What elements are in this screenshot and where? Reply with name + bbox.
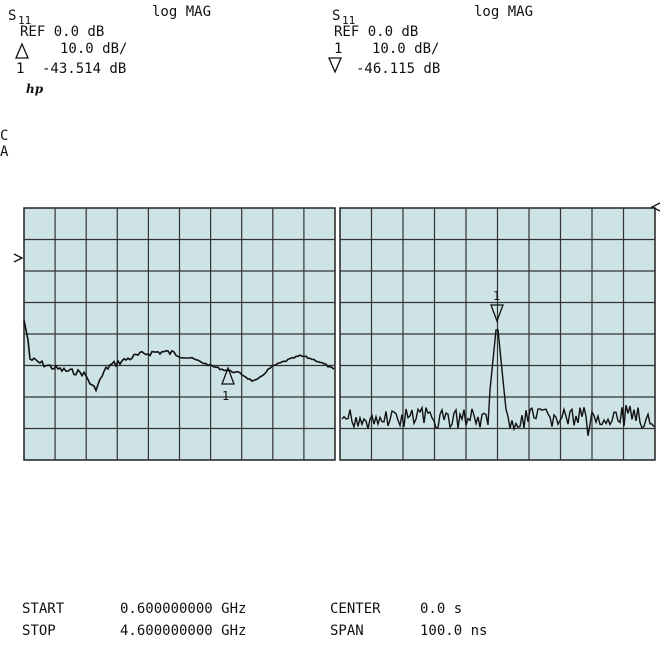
ref: REF 0.0 dB bbox=[334, 24, 418, 40]
trace bbox=[23, 319, 335, 393]
logo: hp bbox=[26, 82, 44, 96]
marker-triangle bbox=[221, 366, 235, 385]
stop-value: 4.600000000 GHz bbox=[120, 623, 246, 639]
format: log MAG bbox=[152, 4, 211, 20]
side-label: C bbox=[0, 128, 8, 144]
param-sub: 11 bbox=[342, 14, 355, 27]
ref-pointer bbox=[13, 253, 24, 263]
param-sub: 11 bbox=[18, 14, 31, 27]
side-label: A bbox=[0, 144, 9, 160]
span-label: SPAN bbox=[330, 623, 364, 639]
ref: REF 0.0 dB bbox=[20, 24, 104, 40]
ref-pointer bbox=[650, 202, 660, 212]
grid bbox=[24, 208, 655, 460]
span-value: 100.0 ns bbox=[420, 623, 487, 639]
scale: 10.0 dB/ bbox=[60, 41, 127, 57]
trace bbox=[341, 329, 655, 436]
marker: 1 bbox=[16, 61, 24, 77]
marker-icon bbox=[328, 57, 342, 74]
marker-value: -43.514 dB bbox=[42, 61, 126, 77]
marker-label: 1 bbox=[493, 289, 500, 303]
marker: 1 bbox=[334, 41, 342, 57]
center-label: CENTER bbox=[330, 601, 381, 617]
center-value: 0.0 s bbox=[420, 601, 462, 617]
start-label: START bbox=[22, 601, 65, 617]
marker-label: 1 bbox=[222, 389, 229, 403]
start-value: 0.600000000 GHz bbox=[120, 601, 246, 617]
marker-triangle bbox=[490, 304, 504, 323]
scale: 10.0 dB/ bbox=[372, 41, 439, 57]
param: S bbox=[332, 8, 340, 24]
format: log MAG bbox=[474, 4, 533, 20]
param: S bbox=[8, 8, 16, 24]
stop-label: STOP bbox=[22, 623, 56, 639]
marker-value: -46.115 dB bbox=[356, 61, 440, 77]
delta-icon bbox=[15, 42, 29, 59]
